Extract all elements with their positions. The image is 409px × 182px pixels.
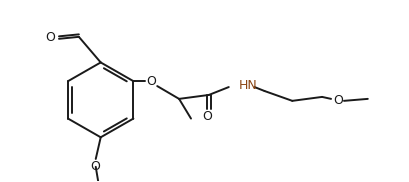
Text: O: O — [146, 75, 156, 88]
Text: O: O — [90, 160, 99, 173]
Text: O: O — [45, 31, 55, 44]
Text: O: O — [332, 94, 342, 107]
Text: O: O — [202, 110, 211, 123]
Text: HN: HN — [238, 79, 257, 92]
